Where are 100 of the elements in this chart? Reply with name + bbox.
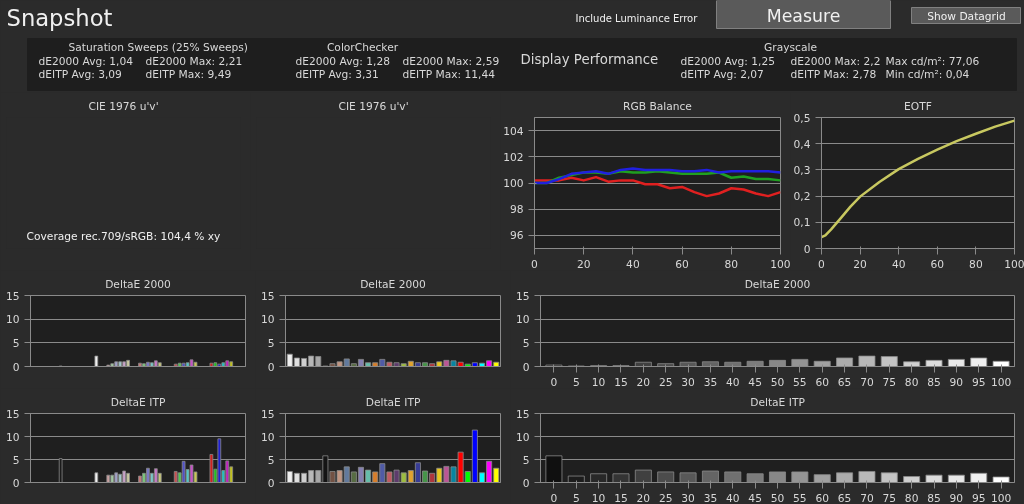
y-tick-label: 5 bbox=[267, 336, 275, 350]
text: dEITP Avg: 2,07 bbox=[680, 68, 764, 81]
y-tick-label: 15 bbox=[5, 407, 20, 421]
x-tick-label: 100 bbox=[990, 491, 1012, 504]
text: dEITP Avg: 3,09 bbox=[38, 68, 123, 81]
x-tick-label: 20 bbox=[636, 491, 651, 504]
x-tick-label: 15 bbox=[614, 491, 628, 504]
y-tick-label: 0 bbox=[267, 360, 275, 374]
x-tick-label: 75 bbox=[882, 491, 897, 504]
y-tick-label: 98 bbox=[509, 203, 524, 217]
chart-title: DeltaE ITP bbox=[110, 395, 166, 409]
text: dE2000 Avg: 1,04 bbox=[38, 55, 134, 68]
x-tick-label: 40 bbox=[726, 375, 740, 389]
x-tick-label: 45 bbox=[748, 491, 762, 504]
x-tick-label: 40 bbox=[891, 257, 906, 271]
y-tick-label: 0 bbox=[12, 360, 20, 374]
text: dE2000 Max: 2,21 bbox=[145, 55, 243, 68]
y-tick-label: 10 bbox=[5, 313, 20, 327]
text: Grayscale bbox=[764, 41, 817, 54]
y-tick-label: 96 bbox=[509, 229, 524, 243]
text: dE2000 Avg: 1,28 bbox=[295, 55, 391, 68]
x-tick-label: 15 bbox=[614, 375, 628, 389]
x-tick-label: 0 bbox=[550, 491, 558, 504]
x-tick-label: 75 bbox=[882, 375, 897, 389]
chart-title: DeltaE 2000 bbox=[360, 277, 427, 291]
y-tick-label: 0,5 bbox=[793, 111, 811, 125]
text: CIE 1976 u'v' bbox=[338, 99, 409, 113]
x-tick-label: 55 bbox=[793, 375, 807, 389]
y-tick-label: 5 bbox=[522, 453, 530, 467]
chart-title: DeltaE ITP bbox=[365, 395, 421, 409]
x-tick-label: 100 bbox=[990, 375, 1012, 389]
text: dEITP Max: 11,44 bbox=[402, 68, 496, 81]
x-tick-label: 60 bbox=[930, 257, 945, 271]
x-tick-label: 35 bbox=[703, 491, 718, 504]
text: Measure bbox=[766, 5, 841, 26]
text: Coverage rec.709/sRGB: 104,4 % xy bbox=[26, 230, 221, 244]
y-tick-label: 104 bbox=[503, 124, 524, 138]
x-tick-label: 40 bbox=[726, 491, 740, 504]
chart-title: DeltaE 2000 bbox=[105, 277, 172, 291]
x-tick-label: 10 bbox=[591, 491, 606, 504]
y-tick-label: 5 bbox=[267, 453, 275, 467]
y-tick-label: 0,3 bbox=[793, 163, 811, 177]
x-tick-label: 20 bbox=[853, 257, 868, 271]
x-tick-label: 80 bbox=[969, 257, 983, 271]
x-tick-label: 80 bbox=[904, 491, 919, 504]
chart-title: EOTF bbox=[904, 99, 932, 113]
y-tick-label: 0,4 bbox=[793, 137, 811, 151]
x-tick-label: 90 bbox=[949, 375, 964, 389]
y-tick-label: 100 bbox=[503, 177, 524, 190]
y-tick-label: 0,2 bbox=[793, 190, 811, 204]
y-tick-label: 0,1 bbox=[793, 216, 811, 230]
text: dE2000 Max: 2,2 bbox=[790, 55, 881, 68]
text: Saturation Sweeps (25% Sweeps) bbox=[68, 41, 249, 54]
y-tick-label: 5 bbox=[12, 453, 20, 467]
x-tick-label: 65 bbox=[837, 375, 852, 389]
text: dEITP Max: 2,78 bbox=[790, 68, 877, 81]
x-tick-label: 50 bbox=[770, 491, 785, 504]
x-tick-label: 60 bbox=[815, 491, 830, 504]
x-tick-label: 100 bbox=[770, 257, 791, 271]
x-tick-label: 85 bbox=[927, 375, 941, 389]
x-tick-label: 85 bbox=[927, 491, 941, 504]
x-tick-label: 20 bbox=[636, 375, 651, 389]
text: Include Luminance Error bbox=[575, 13, 699, 24]
x-tick-label: 70 bbox=[860, 375, 874, 389]
x-tick-label: 30 bbox=[681, 375, 696, 389]
y-tick-label: 15 bbox=[515, 289, 530, 303]
text: CIE 1976 u'v' bbox=[88, 99, 159, 113]
x-tick-label: 90 bbox=[949, 491, 964, 504]
chart-title: DeltaE ITP bbox=[750, 395, 806, 409]
y-tick-label: 10 bbox=[515, 430, 530, 444]
text: Snapshot bbox=[6, 4, 113, 31]
x-tick-label: 50 bbox=[770, 375, 785, 389]
y-tick-label: 0 bbox=[12, 476, 20, 490]
text: Display Performance bbox=[520, 52, 659, 67]
y-tick-label: 102 bbox=[503, 150, 524, 164]
x-tick-label: 25 bbox=[658, 375, 673, 389]
text: ColorChecker bbox=[326, 41, 399, 54]
x-tick-label: 80 bbox=[904, 375, 919, 389]
y-tick-label: 0 bbox=[522, 360, 530, 374]
y-tick-label: 10 bbox=[5, 430, 20, 444]
x-tick-label: 100 bbox=[1004, 257, 1024, 271]
text: dE2000 Avg: 1,25 bbox=[680, 55, 775, 68]
x-tick-label: 95 bbox=[971, 375, 986, 389]
x-tick-label: 30 bbox=[681, 491, 696, 504]
text: Show Datagrid bbox=[927, 10, 1006, 23]
y-tick-label: 0 bbox=[803, 242, 811, 256]
y-tick-label: 15 bbox=[260, 289, 275, 303]
x-tick-label: 55 bbox=[793, 491, 807, 504]
y-tick-label: 0 bbox=[267, 476, 275, 490]
x-tick-label: 70 bbox=[860, 491, 874, 504]
x-tick-label: 65 bbox=[837, 491, 852, 504]
x-tick-label: 5 bbox=[572, 375, 580, 389]
x-tick-label: 80 bbox=[724, 257, 739, 271]
chart-title: RGB Balance bbox=[623, 99, 692, 113]
x-tick-label: 60 bbox=[675, 257, 690, 271]
y-tick-label: 15 bbox=[515, 407, 530, 421]
text: Max cd/m²: 77,06 bbox=[885, 55, 980, 68]
x-tick-label: 0 bbox=[531, 257, 539, 271]
x-tick-label: 20 bbox=[576, 257, 591, 271]
y-tick-label: 10 bbox=[260, 313, 275, 327]
